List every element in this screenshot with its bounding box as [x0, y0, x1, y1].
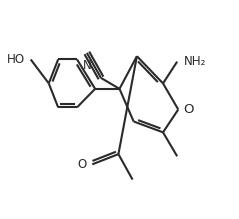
Text: O: O [78, 158, 87, 171]
Text: N: N [82, 59, 91, 72]
Text: HO: HO [7, 53, 25, 66]
Text: O: O [184, 103, 194, 116]
Text: NH₂: NH₂ [184, 55, 206, 68]
